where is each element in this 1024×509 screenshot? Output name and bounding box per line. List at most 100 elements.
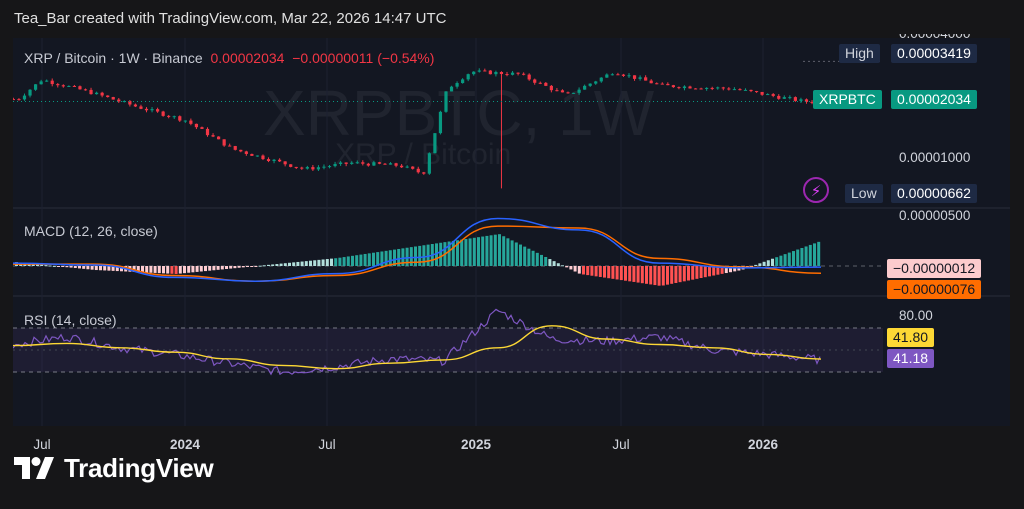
- legend-change: −0.00000011 (−0.54%): [292, 50, 435, 66]
- macd-histogram-bar: [346, 256, 350, 266]
- candle-body: [705, 87, 709, 89]
- tradingview-brand[interactable]: TradingView: [14, 451, 214, 485]
- macd-histogram-bar: [435, 243, 438, 266]
- macd-histogram-bar: [187, 266, 191, 273]
- macd-histogram-bar: [519, 244, 522, 266]
- macd-histogram-bar: [552, 261, 556, 266]
- rsi-ma-value-tag: 41.80: [887, 328, 935, 347]
- macd-histogram-bar: [321, 259, 325, 266]
- macd-histogram-bar: [300, 261, 304, 266]
- time-tick-jul-2024: Jul: [318, 437, 336, 452]
- candle-body: [405, 166, 409, 168]
- candle-body: [228, 145, 232, 147]
- candle-body: [682, 86, 687, 89]
- macd-histogram-bar: [283, 263, 287, 266]
- macd-histogram-bar: [363, 253, 367, 266]
- macd-histogram-bar: [204, 266, 207, 272]
- candle-body: [599, 77, 603, 82]
- candle-body: [466, 74, 470, 80]
- macd-histogram-bar: [115, 266, 119, 272]
- candle-body: [139, 106, 143, 109]
- replay-icon[interactable]: ⚡: [803, 177, 829, 203]
- macd-histogram-bar: [548, 259, 552, 266]
- candle-body: [644, 77, 648, 81]
- macd-histogram-bar: [166, 266, 170, 274]
- macd-histogram-bar: [212, 266, 216, 271]
- macd-histogram-bar: [489, 235, 493, 266]
- candle-body: [106, 95, 110, 98]
- candle-body: [422, 172, 426, 174]
- macd-histogram-bar: [514, 242, 518, 266]
- candle-body: [183, 120, 187, 122]
- rsi-legend[interactable]: RSI (14, close): [24, 312, 117, 328]
- macd-histogram-bar: [687, 266, 690, 281]
- candle-body: [533, 79, 537, 83]
- macd-histogram-bar: [426, 244, 430, 266]
- macd-histogram-bar: [317, 259, 321, 266]
- macd-histogram-bar: [817, 241, 821, 266]
- macd-histogram-bar: [460, 239, 464, 266]
- rsi-tick-upper: 80.00: [899, 308, 933, 323]
- macd-histogram-bar: [388, 250, 392, 266]
- candle-body: [588, 83, 592, 86]
- candle-body: [72, 85, 77, 87]
- macd-histogram-bar: [422, 245, 426, 266]
- price-legend[interactable]: XRP / Bitcoin · 1W · Binance 0.00002034 …: [24, 50, 434, 66]
- candle-body: [527, 74, 531, 80]
- macd-histogram-bar: [275, 264, 279, 266]
- candle-body: [355, 162, 359, 164]
- high-value-tag: 0.00003419: [891, 44, 977, 63]
- candle-body: [610, 74, 614, 76]
- candle-body: [388, 163, 393, 165]
- candle-body: [200, 127, 204, 129]
- macd-histogram-bar: [787, 252, 791, 266]
- candle-body: [699, 88, 703, 90]
- legend-symbol: XRP / Bitcoin · 1W · Binance: [24, 50, 203, 66]
- macd-histogram-bar: [708, 266, 711, 277]
- candle-body: [117, 99, 121, 102]
- macd-histogram-bar: [531, 250, 535, 266]
- macd-histogram-bar: [82, 266, 86, 269]
- chart-frame[interactable]: XRPBTC, 1W XRP / Bitcoin XRP / Bitcoin ·…: [13, 34, 1010, 452]
- candle-body: [189, 120, 193, 124]
- macd-histogram-bar: [69, 266, 73, 268]
- macd-histogram-bar: [582, 266, 585, 275]
- candle-body: [522, 73, 526, 75]
- macd-histogram-bar: [699, 266, 703, 279]
- macd-histogram-bar: [502, 236, 506, 266]
- candle-body: [361, 162, 365, 164]
- macd-histogram-bar: [254, 266, 258, 267]
- macd-histogram-bar: [796, 249, 800, 266]
- candle-body: [45, 80, 49, 82]
- price-lines: [13, 60, 883, 103]
- candle-body: [433, 133, 437, 154]
- macd-legend[interactable]: MACD (12, 26, close): [24, 223, 158, 239]
- macd-histogram-bar: [506, 238, 510, 266]
- macd-histogram-bar: [94, 266, 98, 271]
- candle-body: [172, 116, 176, 118]
- candle-body: [350, 162, 354, 164]
- candle-body: [771, 94, 775, 96]
- candle-body: [649, 80, 653, 84]
- macd-histogram-bar: [661, 266, 665, 286]
- macd-signal-line: [13, 225, 822, 282]
- candle-body: [799, 99, 803, 101]
- candle-body: [688, 86, 692, 89]
- macd-histogram-bar: [624, 266, 627, 281]
- candle-body: [22, 95, 27, 100]
- candle-body: [316, 167, 321, 170]
- candle-body: [50, 80, 54, 85]
- macd-histogram-bar: [367, 253, 371, 266]
- macd-histogram-bar: [351, 255, 354, 266]
- candle-body: [39, 81, 43, 85]
- macd-histogram-bar: [800, 247, 804, 266]
- candle-body: [111, 97, 115, 100]
- macd-histogram-bar: [779, 255, 783, 266]
- macd-histogram-bar: [90, 266, 94, 270]
- macd-histogram-bar: [178, 266, 182, 274]
- macd-histogram-bar: [107, 266, 111, 271]
- macd-histogram-bar: [61, 266, 65, 267]
- chart-canvas[interactable]: [13, 38, 1010, 426]
- candle-body: [161, 111, 165, 116]
- legend-last: 0.00002034: [210, 50, 285, 66]
